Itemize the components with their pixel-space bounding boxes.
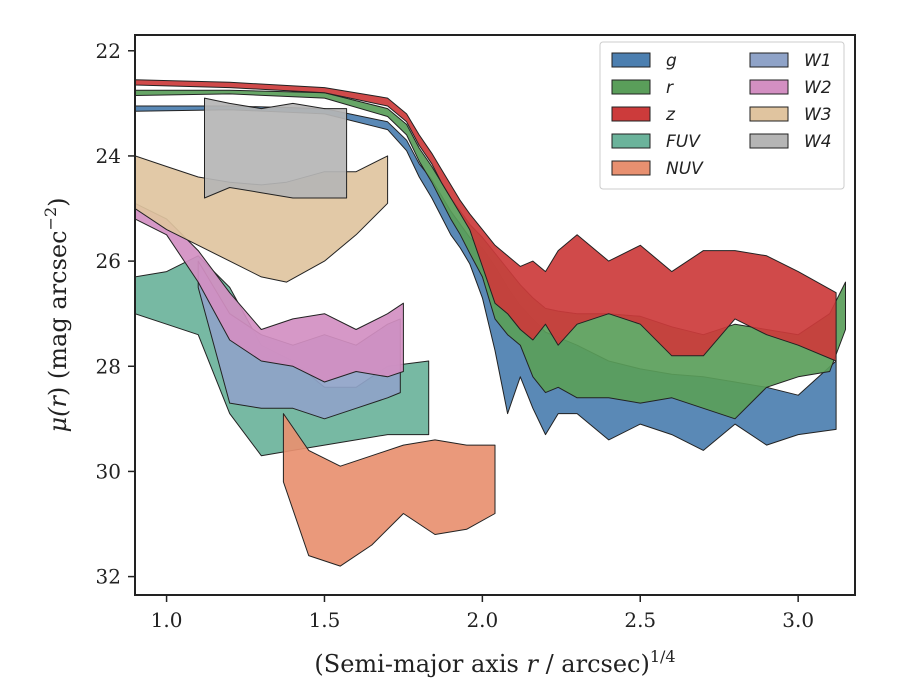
x-axis-label: (Semi-major axis r / arcsec)1/4 [314, 647, 675, 678]
x-tick-label: 2.0 [466, 608, 498, 632]
plot-frame [134, 34, 856, 596]
axes-layer: 1.0 1.5 2.0 2.5 3.0 22 24 26 28 30 32 [96, 34, 856, 632]
legend-label-r: r [666, 78, 674, 98]
legend-swatch-r [611, 79, 651, 95]
legend-label-w3: W3 [804, 105, 832, 125]
y-tick-label: 22 [96, 39, 121, 63]
x-tick-label: 1.0 [151, 608, 183, 632]
legend-label-w1: W1 [804, 51, 832, 71]
legend-swatch-nuv [611, 160, 651, 176]
y-tick-label: 32 [96, 565, 121, 589]
legend-swatch-w2 [749, 79, 789, 95]
band-z [135, 79, 837, 362]
y-tick-label: 24 [96, 144, 121, 168]
legend-label-g: g [666, 51, 677, 71]
series-layer [135, 79, 846, 567]
legend-label-nuv: NUV [666, 159, 704, 179]
y-axis-label: μ(r) (mag arcsec−2) [41, 197, 72, 432]
legend: grz FUV NUV W1 W2 W3 W4 [599, 41, 845, 190]
legend-swatch-fuv [611, 133, 651, 149]
x-tick-label: 2.5 [624, 608, 656, 632]
band-w2 [135, 202, 404, 383]
legend-swatch-w1 [749, 52, 789, 68]
legend-label-z: z [665, 105, 676, 125]
y-tick-label: 26 [96, 249, 121, 273]
y-tick-label: 28 [96, 354, 121, 378]
y-tick-label: 30 [96, 459, 121, 483]
legend-label-w4: W4 [804, 132, 832, 152]
legend-frame [599, 41, 845, 190]
legend-label-w2: W2 [804, 78, 832, 98]
x-tick-label: 1.5 [309, 608, 341, 632]
legend-label-fuv: FUV [666, 132, 701, 152]
legend-swatch-w3 [749, 106, 789, 122]
legend-swatch-z [611, 106, 651, 122]
band-nuv [282, 413, 496, 567]
band-w4 [204, 97, 348, 199]
legend-swatch-w4 [749, 133, 789, 149]
x-tick-label: 3.0 [782, 608, 814, 632]
legend-swatch-g [611, 52, 651, 68]
